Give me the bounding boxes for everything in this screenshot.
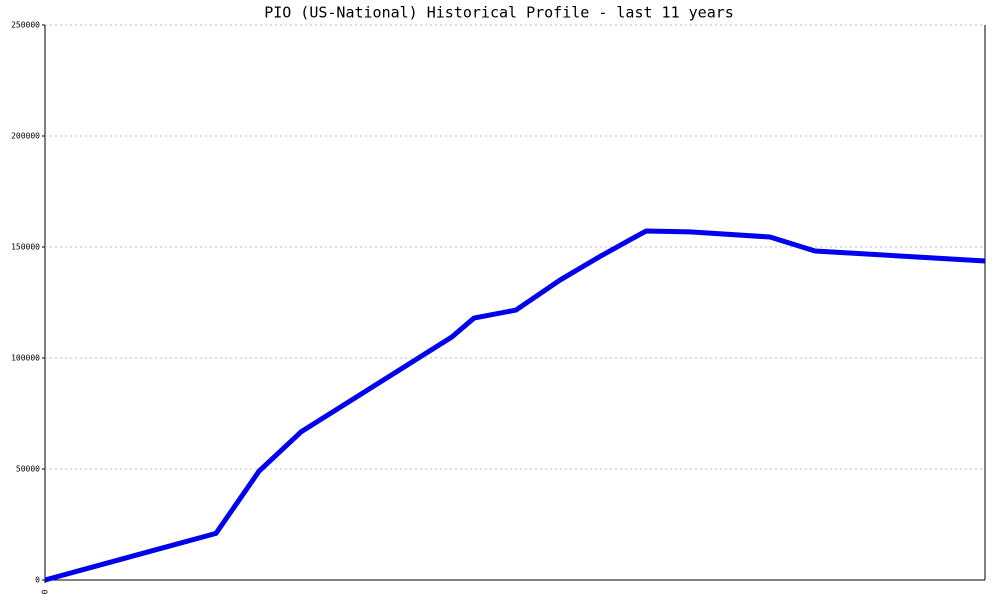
y-tick-label: 0 [35,576,40,585]
data-line [44,228,986,583]
chart-title: PIO (US-National) Historical Profile - l… [264,4,734,22]
x-tick-label: 0 [41,589,50,594]
y-tick-label: 200000 [11,132,40,141]
y-tick-label: 250000 [11,21,40,30]
y-tick-label: 50000 [16,465,40,474]
y-tick-label: 100000 [11,354,40,363]
y-tick-label: 150000 [11,243,40,252]
